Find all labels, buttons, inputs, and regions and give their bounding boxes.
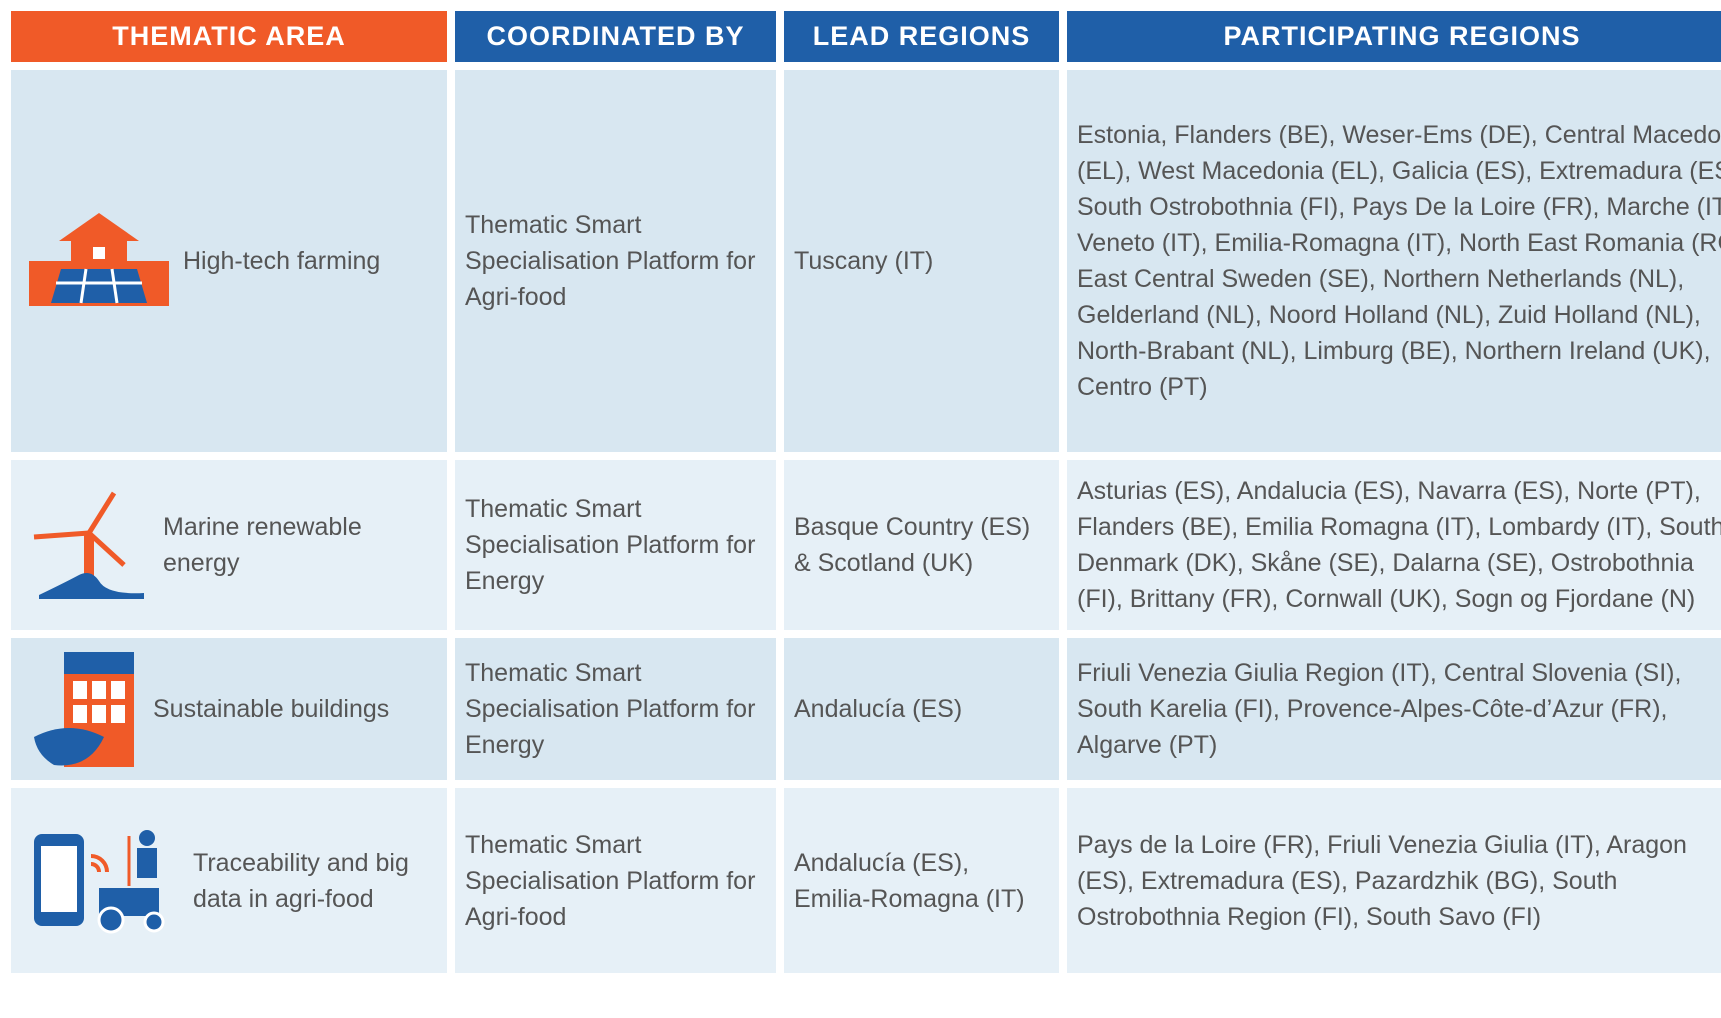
table: THEMATIC AREA COORDINATED BY LEAD REGION…	[11, 11, 1721, 973]
cell-text: Pays de la Loire (FR), Friuli Venezia Gi…	[1077, 830, 1687, 931]
cell: Sustainable buildings	[11, 638, 447, 780]
cell-text: Thematic Smart Specialisation Platform f…	[465, 211, 756, 311]
cell-text: Thematic Smart Specialisation Platform f…	[465, 830, 756, 931]
cell: Tuscany (IT)	[784, 70, 1059, 452]
cell: Thematic Smart Specialisation Platform f…	[455, 638, 776, 780]
icon-wind	[33, 491, 144, 599]
cell-text: Andalucía (ES)	[794, 695, 963, 723]
cell-text: High-tech farming	[183, 247, 381, 275]
cell: Thematic Smart Specialisation Platform f…	[455, 70, 776, 452]
cell-text: Marine renewable energy	[163, 513, 362, 577]
cell-text: Estonia, Flanders (BE), Weser-Ems (DE), …	[1077, 121, 1721, 401]
cell-text: Traceability and big data in agri-food	[193, 848, 409, 913]
cell: Marine renewable energy	[11, 460, 447, 630]
cell-text: Friuli Venezia Giulia Region (IT), Centr…	[1077, 659, 1682, 759]
cell-text: Thematic Smart Specialisation Platform f…	[465, 659, 756, 759]
cell-text: Basque Country (ES) & Scotland (UK)	[794, 513, 1031, 577]
cell: Asturias (ES), Andalucia (ES), Navarra (…	[1067, 460, 1721, 630]
cell: Estonia, Flanders (BE), Weser-Ems (DE), …	[1067, 70, 1721, 452]
icon-farm	[29, 213, 169, 306]
header-cell: PARTICIPATING REGIONS	[1067, 11, 1721, 62]
cell: Andalucía (ES)	[784, 638, 1059, 780]
cell: Traceability and big data in agri-food	[11, 788, 447, 973]
icon-traceability	[34, 829, 165, 933]
cell: Pays de la Loire (FR), Friuli Venezia Gi…	[1067, 788, 1721, 973]
icon-building	[34, 651, 134, 767]
cell-text: Asturias (ES), Andalucia (ES), Navarra (…	[1077, 477, 1721, 613]
cell-text: Thematic Smart Specialisation Platform f…	[465, 495, 756, 595]
header-cell: LEAD REGIONS	[784, 11, 1059, 62]
header-cell: THEMATIC AREA	[11, 11, 447, 62]
header-cell: COORDINATED BY	[455, 11, 776, 62]
cell: Thematic Smart Specialisation Platform f…	[455, 460, 776, 630]
cell: High-tech farming	[11, 70, 447, 452]
cell-text: Tuscany (IT)	[794, 247, 934, 275]
cell: Friuli Venezia Giulia Region (IT), Centr…	[1067, 638, 1721, 780]
cell: Thematic Smart Specialisation Platform f…	[455, 788, 776, 973]
cell-text: Andalucía (ES), Emilia-Romagna (IT)	[794, 848, 1025, 913]
cell: Andalucía (ES), Emilia-Romagna (IT)	[784, 788, 1059, 973]
cell-text: Sustainable buildings	[153, 695, 390, 723]
cell: Basque Country (ES) & Scotland (UK)	[784, 460, 1059, 630]
